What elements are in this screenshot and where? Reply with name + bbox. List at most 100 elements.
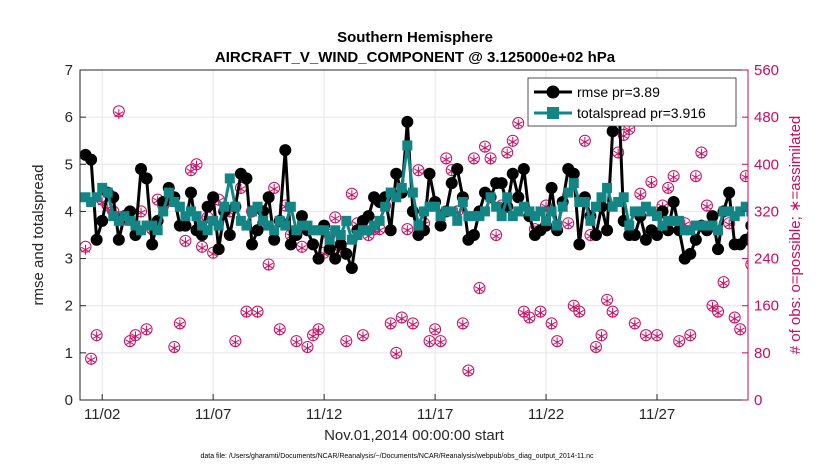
spread-point — [263, 220, 274, 231]
obs-assimilated-point — [308, 331, 318, 342]
spread-point — [219, 201, 230, 212]
obs-assimilated-point — [125, 337, 135, 348]
spread-point — [507, 211, 518, 222]
y-tick-label-left: 4 — [65, 203, 73, 220]
spread-point — [208, 215, 219, 226]
spread-point — [596, 192, 607, 203]
rmse-point — [112, 233, 125, 246]
spread-point — [108, 211, 119, 222]
obs-assimilated-point — [341, 337, 351, 348]
legend-rmse-marker — [546, 85, 560, 99]
obs-assimilated-point — [230, 337, 240, 348]
rmse-point — [667, 196, 680, 208]
rmse-point — [762, 191, 774, 203]
spread-point — [152, 225, 163, 236]
spread-point — [163, 187, 174, 198]
obs-assimilated-point — [646, 178, 657, 189]
spread-point — [280, 220, 291, 231]
spread-point — [396, 182, 407, 193]
spread-point — [413, 220, 424, 231]
obs-assimilated-point — [130, 331, 141, 342]
rmse-point — [712, 243, 725, 256]
spread-point — [335, 230, 346, 240]
y-tick-label-right: 400 — [754, 156, 779, 173]
spread-point — [463, 211, 474, 222]
rmse-point — [506, 167, 519, 180]
obs-assimilated-point — [252, 307, 263, 318]
rmse-point — [639, 233, 652, 246]
spread-point — [213, 220, 224, 231]
spread-point — [180, 211, 191, 222]
obs-assimilated-point — [753, 184, 762, 194]
spread-point — [813, 216, 823, 226]
obs-assimilated-point — [180, 237, 191, 248]
obs-assimilated-point — [596, 331, 607, 342]
spread-point — [352, 230, 363, 240]
spread-point — [202, 225, 213, 236]
spread-point — [136, 225, 147, 236]
spread-point — [319, 225, 330, 236]
y-tick-label-right: 240 — [754, 251, 779, 268]
spread-point — [80, 192, 91, 203]
obs-assimilated-point — [741, 172, 748, 183]
spread-point — [652, 211, 663, 222]
y-tick-label-right: 560 — [754, 62, 779, 79]
y-tick-label-right: 80 — [754, 345, 771, 362]
spread-point — [402, 140, 413, 151]
obs-assimilated-point — [458, 319, 468, 330]
spread-point — [690, 220, 701, 231]
spread-point — [713, 225, 724, 236]
rmse-point — [323, 243, 336, 256]
spread-point — [446, 206, 457, 217]
spread-point — [613, 197, 624, 207]
obs-assimilated-point — [469, 154, 479, 165]
obs-assimilated-point — [441, 154, 451, 165]
obs-assimilated-point — [685, 331, 695, 342]
obs-assimilated-point — [652, 331, 662, 342]
obs-assimilated-point — [241, 307, 252, 318]
obs-possible-point — [807, 294, 818, 305]
obs-assimilated-point — [114, 109, 124, 120]
spread-point — [485, 192, 496, 203]
spread-point — [557, 201, 568, 212]
obs-assimilated-point — [730, 313, 740, 324]
lines-layer — [80, 78, 823, 274]
spread-point — [147, 220, 158, 231]
legend: rmse pr=3.89 totalspread pr=3.916 — [527, 77, 737, 127]
obs-assimilated-point — [269, 184, 279, 195]
spread-point — [696, 220, 707, 231]
spread-point — [341, 215, 352, 226]
rmse-point — [773, 191, 785, 203]
rmse-point — [312, 252, 325, 265]
spread-point — [380, 201, 391, 212]
spread-point — [735, 206, 746, 217]
obs-assimilated-point — [663, 184, 673, 195]
rmse-point — [140, 172, 153, 185]
ticks-layer: 0 1 2 3 4 5 6 7 0 80 160 240 320 400 480 560 11/02 11/07 1… — [65, 62, 779, 423]
obs-assimilated-point — [735, 325, 745, 336]
obs-assimilated-point — [608, 307, 618, 318]
obs-assimilated-point — [602, 296, 612, 306]
obs-possible-point — [757, 188, 768, 199]
y-tick-label-left: 2 — [65, 298, 73, 315]
y-axis-label-right: # of obs: o=possible; ∗=assimilated — [787, 116, 804, 355]
rmse-point — [295, 210, 308, 223]
rmse-point — [806, 262, 818, 274]
obs-assimilated-point — [92, 331, 102, 342]
spread-point — [313, 225, 324, 236]
rmse-point — [340, 247, 353, 260]
spread-point — [374, 215, 385, 226]
spread-point — [646, 206, 657, 217]
spread-point — [496, 211, 507, 222]
obs-assimilated-point — [80, 244, 91, 255]
rmse-point — [423, 167, 436, 180]
spread-point — [235, 215, 246, 226]
rmse-point — [284, 238, 297, 251]
rmse-point — [434, 219, 447, 232]
legend-rmse-label: rmse pr=3.89 — [577, 84, 660, 100]
obs-assimilated-point — [696, 148, 706, 159]
spread-point — [330, 225, 341, 236]
spread-point — [346, 234, 357, 245]
rmse-point — [307, 238, 320, 251]
chart-title-line1: Southern Hemisphere — [337, 29, 493, 46]
